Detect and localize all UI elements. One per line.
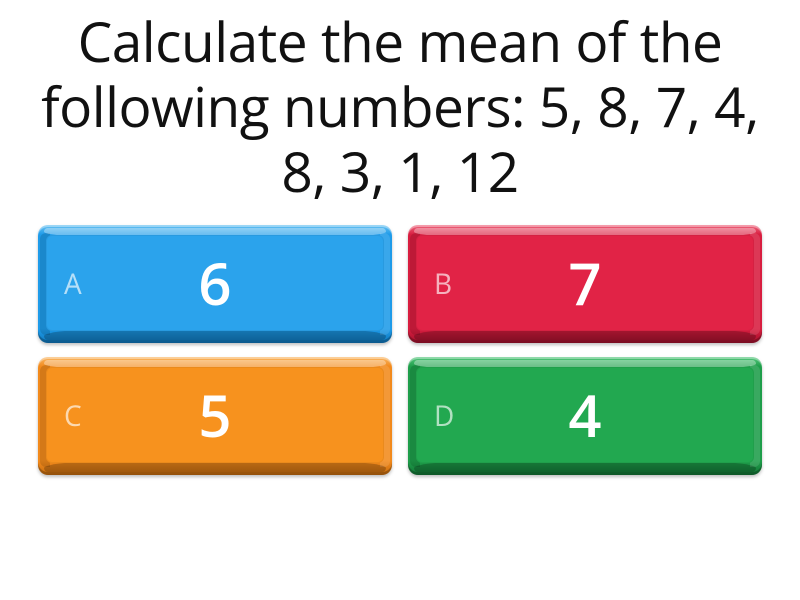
answer-option-c[interactable]: C 5 [38, 357, 392, 475]
answer-option-a[interactable]: A 6 [38, 225, 392, 343]
answer-option-d[interactable]: D 4 [408, 357, 762, 475]
answer-value: 6 [38, 243, 392, 322]
answer-option-b[interactable]: B 7 [408, 225, 762, 343]
answers-grid: A 6 B 7 C 5 D 4 [0, 205, 800, 505]
answer-value: 5 [38, 375, 392, 454]
answer-value: 7 [408, 243, 762, 322]
answer-value: 4 [408, 375, 762, 454]
question-text: Calculate the mean of the following numb… [0, 0, 800, 205]
